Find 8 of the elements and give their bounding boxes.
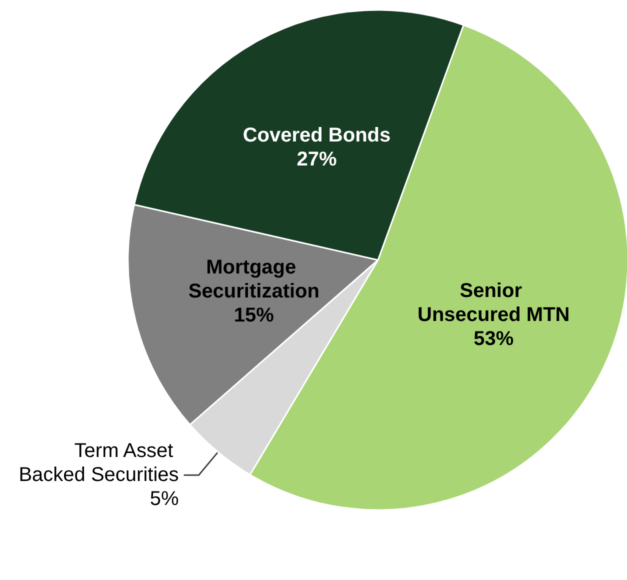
data-label: 27%	[296, 148, 337, 171]
slice-label: Senior Unsecured MTN	[418, 280, 570, 326]
data-label: 53%	[474, 328, 514, 350]
data-label: 15%	[234, 304, 274, 326]
slice-label: Mortgage Securitization	[188, 256, 320, 302]
slice-label: Term Asset Backed Securities	[18, 440, 179, 486]
data-label: 5%	[150, 488, 179, 510]
slice-label: Covered Bonds	[242, 124, 391, 147]
